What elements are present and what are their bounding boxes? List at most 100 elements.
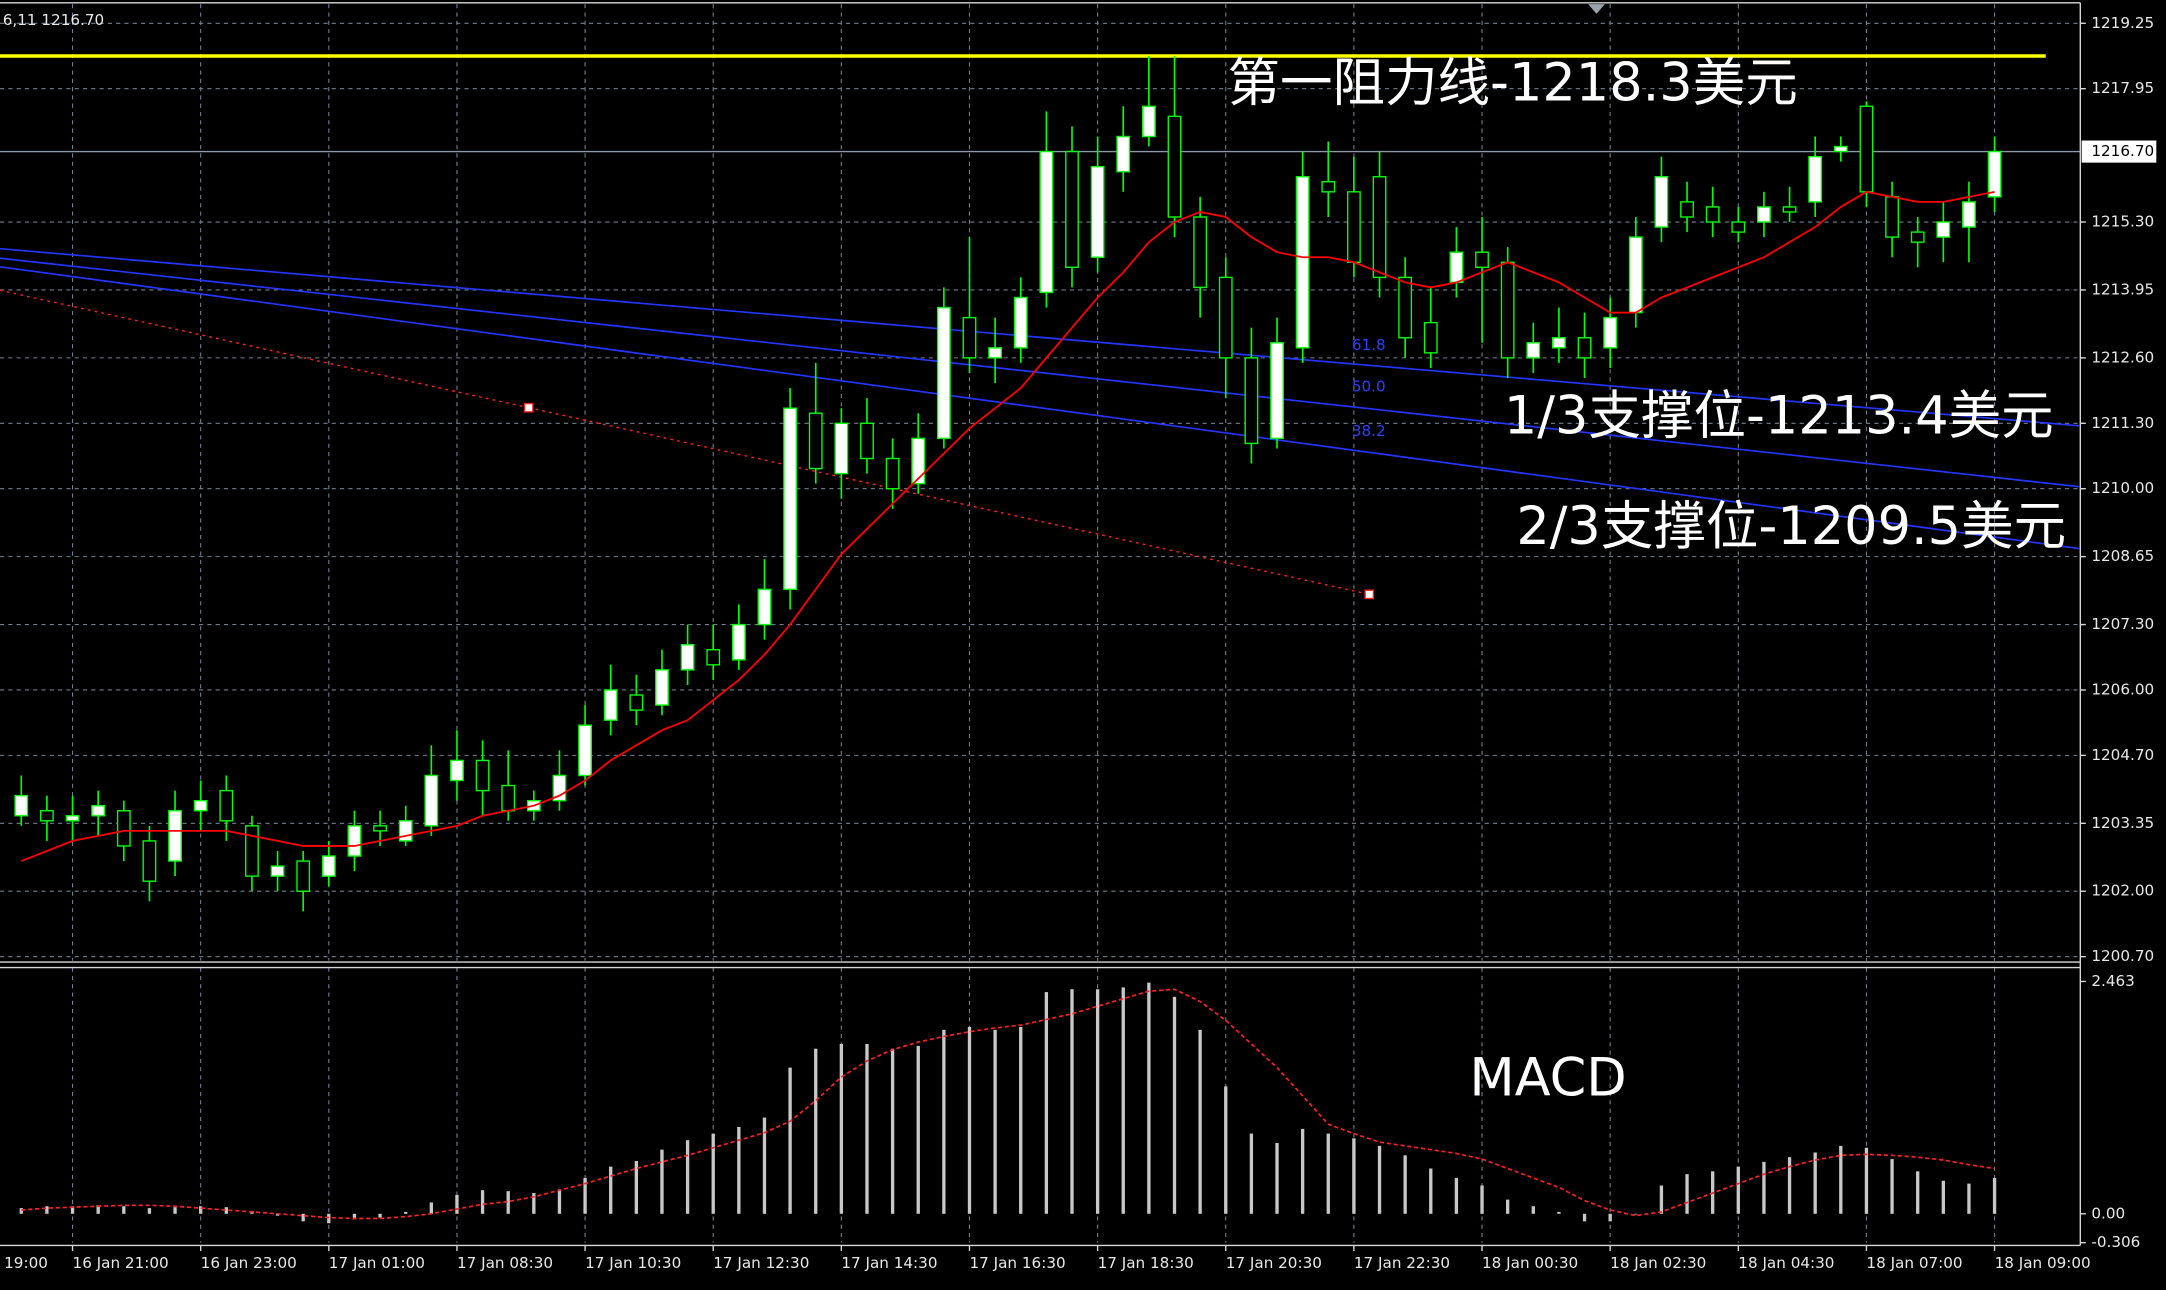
y-tick-label: 1211.30 (2091, 414, 2154, 432)
candle-body (629, 694, 644, 711)
ray-anchor (523, 402, 534, 413)
candle-body (424, 774, 439, 827)
y-tick-label: 1212.60 (2091, 348, 2154, 366)
candle-body (1013, 296, 1028, 349)
x-tick-label: 17 Jan 20:30 (1226, 1254, 1322, 1272)
macd-bar (814, 1048, 818, 1214)
macd-bar (1480, 1185, 1484, 1214)
macd-bar (404, 1211, 408, 1214)
macd-bar (1121, 987, 1125, 1214)
macd-bar (865, 1043, 869, 1214)
x-tick-label: 18 Jan 09:00 (1995, 1254, 2091, 1272)
macd-bar (1967, 1183, 1971, 1214)
candle-body (1372, 176, 1387, 279)
y-tick-label: 1203.35 (2091, 814, 2154, 832)
candle-body (1270, 342, 1284, 440)
macd-bar (352, 1213, 357, 1220)
candle-body (885, 457, 900, 490)
y-tick-label: 1219.25 (2091, 14, 2154, 32)
candle-body (731, 623, 746, 661)
macd-bar (1095, 989, 1100, 1214)
macd-bar (1582, 1213, 1587, 1222)
x-tick-label: 17 Jan 12:30 (713, 1254, 809, 1272)
macd-bar (1864, 1147, 1869, 1214)
candle-body (1577, 337, 1592, 359)
candle-body (1065, 150, 1079, 268)
trend-line (0, 247, 2080, 427)
x-tick-label: 17 Jan 22:30 (1354, 1254, 1450, 1272)
candle-body (219, 789, 234, 822)
candle-body (475, 759, 490, 792)
macd-bar (1608, 1213, 1612, 1222)
macd-bar (1839, 1145, 1843, 1214)
candle-body (1628, 236, 1643, 314)
candle-body (655, 669, 669, 706)
chart-shift-marker (1588, 4, 1605, 14)
macd-bar (1813, 1152, 1817, 1214)
y-tick-label: 1200.70 (2091, 947, 2154, 965)
candle-body (142, 840, 157, 882)
candle-body (988, 347, 1003, 359)
x-tick-label: 16 Jan 21:00 (73, 1254, 169, 1272)
candle-body (1705, 206, 1720, 223)
macd-bar (839, 1043, 844, 1214)
macd-bar (480, 1190, 485, 1214)
candle-body (14, 794, 29, 817)
macd-bar (1762, 1161, 1766, 1214)
macd-bar (993, 1029, 997, 1214)
macd-bar (1557, 1211, 1561, 1214)
candle-body (1218, 276, 1233, 359)
macd-bar (147, 1208, 152, 1214)
candle-body (321, 855, 336, 877)
annotation: 1/3支撑位-1213.4美元 (1504, 385, 2054, 446)
fib-label: 50.0 (1352, 378, 1386, 396)
macd-bar (1403, 1155, 1407, 1214)
candle-body (1116, 135, 1131, 173)
macd-signal (21, 988, 1995, 1220)
x-tick-label: 17 Jan 08:30 (457, 1254, 553, 1272)
macd-bar (1300, 1128, 1305, 1214)
candle-body (1808, 155, 1823, 203)
macd-bar (1736, 1166, 1740, 1214)
x-tick-label: 19:00 (4, 1254, 48, 1272)
y-tick-label: 1215.30 (2091, 213, 2154, 231)
candle-body (1833, 145, 1848, 153)
macd-bar (1454, 1177, 1459, 1214)
info-text: 6,11 1216.70 (3, 11, 104, 29)
candle-body (296, 860, 311, 892)
y-tick-label: 1202.00 (2091, 882, 2154, 900)
macd-bar (173, 1207, 177, 1214)
candle-body (1680, 201, 1694, 218)
macd-bar (1352, 1138, 1356, 1214)
macd-bar (1249, 1133, 1254, 1214)
candle-body (1167, 115, 1182, 218)
macd-bar (916, 1045, 920, 1214)
trend-line (0, 265, 2080, 550)
candle-body (1654, 176, 1669, 228)
x-tick-label: 17 Jan 18:30 (1098, 1254, 1194, 1272)
candle-body (1475, 251, 1489, 268)
macd-bar (1198, 1029, 1202, 1214)
x-tick-label: 17 Jan 01:00 (329, 1254, 425, 1272)
candle-body (245, 825, 259, 877)
macd-bar (429, 1202, 433, 1214)
candle-body (911, 437, 926, 485)
macd-bar (1044, 992, 1049, 1214)
y-tick-label: 1210.00 (2091, 479, 2154, 497)
macd-bar (455, 1194, 459, 1214)
y-tick-label: 1213.95 (2091, 280, 2154, 298)
candle-body (65, 815, 80, 822)
macd-bar (711, 1133, 715, 1214)
current-price-label: 1216.70 (2091, 142, 2154, 160)
x-tick-label: 17 Jan 14:30 (841, 1254, 937, 1272)
x-tick-label: 18 Jan 02:30 (1610, 1254, 1706, 1272)
candle-body (1244, 357, 1259, 445)
y-tick-label: 2.463 (2091, 972, 2134, 990)
candle-body (834, 422, 849, 475)
macd-bar (301, 1213, 305, 1222)
candle-body (1962, 201, 1976, 228)
y-tick-label: 1208.65 (2091, 547, 2154, 565)
macd-bar (1019, 1027, 1023, 1214)
candle-body (603, 689, 618, 721)
